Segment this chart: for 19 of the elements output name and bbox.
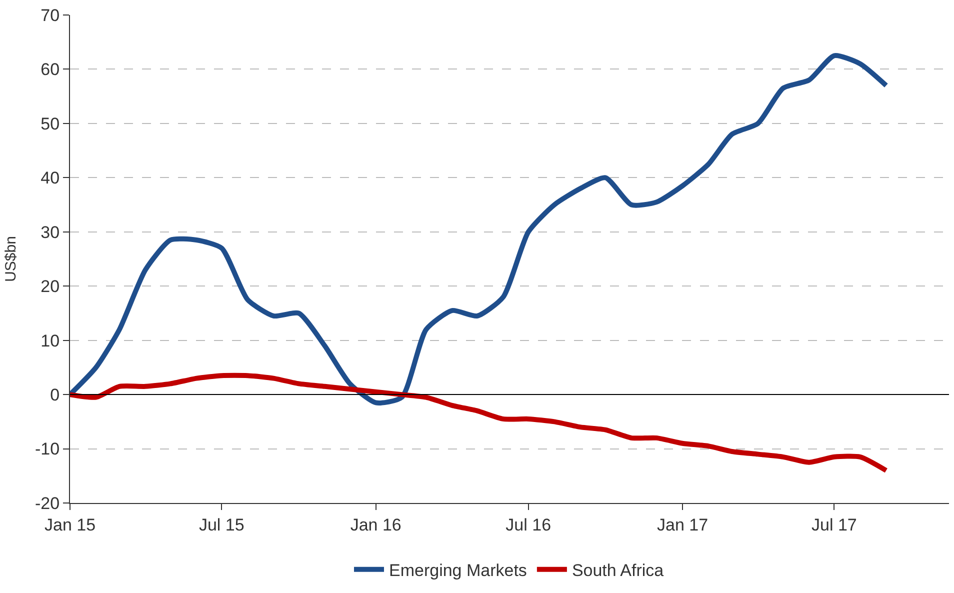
y-tick-label: 20: [40, 277, 60, 296]
x-tick-label: Jul 17: [812, 515, 857, 534]
y-tick-label: -10: [35, 440, 60, 459]
x-tick-label: Jan 17: [657, 515, 708, 534]
y-tick-label: 30: [40, 222, 60, 242]
y-tick-label: 60: [40, 60, 60, 80]
y-tick-label: -20: [35, 494, 60, 513]
legend-label: Emerging Markets: [389, 560, 527, 580]
legend-label: South Africa: [572, 560, 664, 580]
x-tick-label: Jan 15: [44, 515, 96, 534]
y-tick-label: 10: [40, 331, 60, 350]
y-tick-label: 0: [50, 386, 60, 405]
y-tick-label: 40: [40, 168, 60, 188]
y-tick-label: 70: [40, 6, 60, 25]
y-axis-title: US$bn: [2, 236, 20, 282]
x-tick-label: Jul 16: [506, 515, 552, 534]
y-tick-label: 50: [40, 114, 60, 134]
x-tick-label: Jul 15: [198, 515, 244, 534]
x-tick-label: Jan 16: [350, 515, 402, 534]
